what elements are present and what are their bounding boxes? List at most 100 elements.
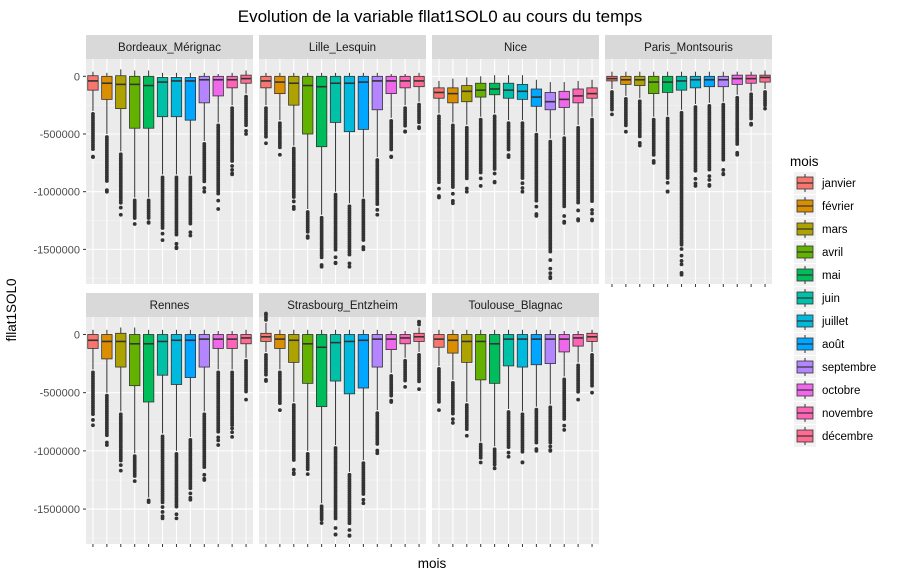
outlier-point [333,255,338,260]
box-septembre [198,72,210,194]
legend-label: juillet [821,316,849,328]
panel-background [432,59,599,284]
legend-item-décembre: décembre [794,425,873,447]
box-décembre [413,72,425,131]
box-body [385,334,397,350]
outlier-point [665,176,670,180]
outlier-point [520,449,525,454]
outlier-point [437,195,441,200]
outlier-point [216,438,221,443]
outlier-point [548,266,553,271]
outlier-point [548,258,553,262]
box-body [156,77,169,118]
outlier-point [174,232,179,237]
box-body [572,334,584,347]
outlier-point [389,400,394,404]
legend-item-octobre: octobre [794,379,860,401]
outlier-point [610,107,614,112]
box-body [489,334,501,384]
outlier-point [651,160,656,165]
outlier-point [679,258,684,263]
box-février [101,329,113,447]
outlier-point [450,201,455,206]
outlier-point [520,176,525,181]
facet-strip [432,35,599,59]
outlier-point [693,184,698,188]
box-body [316,75,328,148]
box-body [433,334,445,348]
box-juin [502,329,515,459]
outlier-point [104,179,109,183]
box-mai [489,329,501,471]
box-body [198,75,210,104]
outlier-point [333,526,338,530]
outlier-point [623,123,628,128]
outlier-point [104,443,109,447]
outlier-point [450,185,455,189]
outlier-point [188,221,193,226]
outlier-point [146,500,151,504]
outlier-point [520,460,525,465]
panel-background [86,59,253,284]
outlier-point [464,427,469,432]
outlier-point [506,147,511,152]
legend-label: septembre [822,362,876,374]
outlier-point [437,180,441,185]
box-juin [329,72,342,266]
outlier-point [361,492,366,496]
box-février [620,71,632,134]
outlier-point [160,516,165,521]
outlier-point [104,433,109,438]
box-mars [634,71,646,148]
outlier-point [637,134,642,139]
box-body [357,75,369,130]
facet-strip [432,293,599,317]
box-body [634,75,646,86]
box-juillet [343,329,356,538]
box-janvier [433,80,445,200]
outlier-point [679,272,684,277]
box-mai [662,71,674,194]
outlier-point [375,207,380,212]
box-body [357,334,369,389]
outlier-point [361,501,366,506]
facet-panels: Bordeaux_Mérignac 0 -500000 -1000000 -150000… [34,35,772,547]
box-juillet [516,329,529,465]
box-février [447,329,459,425]
outlier-point [492,462,497,467]
box-body [530,334,542,366]
outlier-point [417,120,421,125]
legend-item-juillet: juillet [794,310,849,332]
outlier-point [160,238,165,243]
box-body [329,334,342,382]
outlier-point [277,408,282,413]
box-avril [648,71,660,165]
outlier-point [693,176,698,181]
box-septembre [544,329,556,453]
box-body [544,334,556,364]
box-juillet [516,75,529,194]
outlier-point [520,186,525,190]
box-mars [115,69,127,217]
outlier-point [118,205,123,210]
outlier-point [264,379,268,383]
outlier-point [464,186,469,191]
box-body [475,334,487,381]
box-body [226,75,238,89]
box-body [558,334,570,353]
box-janvier [260,311,272,383]
outlier-point [244,128,248,133]
outlier-point [707,178,712,182]
box-janvier [606,71,618,117]
panel-lille-lesquin: Lille_Lesquin [259,35,426,284]
outlier-point [562,204,567,209]
outlier-point [160,231,165,236]
outlier-point [230,423,235,428]
box-body [129,75,141,129]
box-janvier [87,71,99,159]
legend-item-mars: mars [794,218,848,240]
outlier-point [534,440,539,445]
outlier-point [492,171,497,176]
box-novembre [572,80,584,223]
outlier-point [534,448,539,453]
